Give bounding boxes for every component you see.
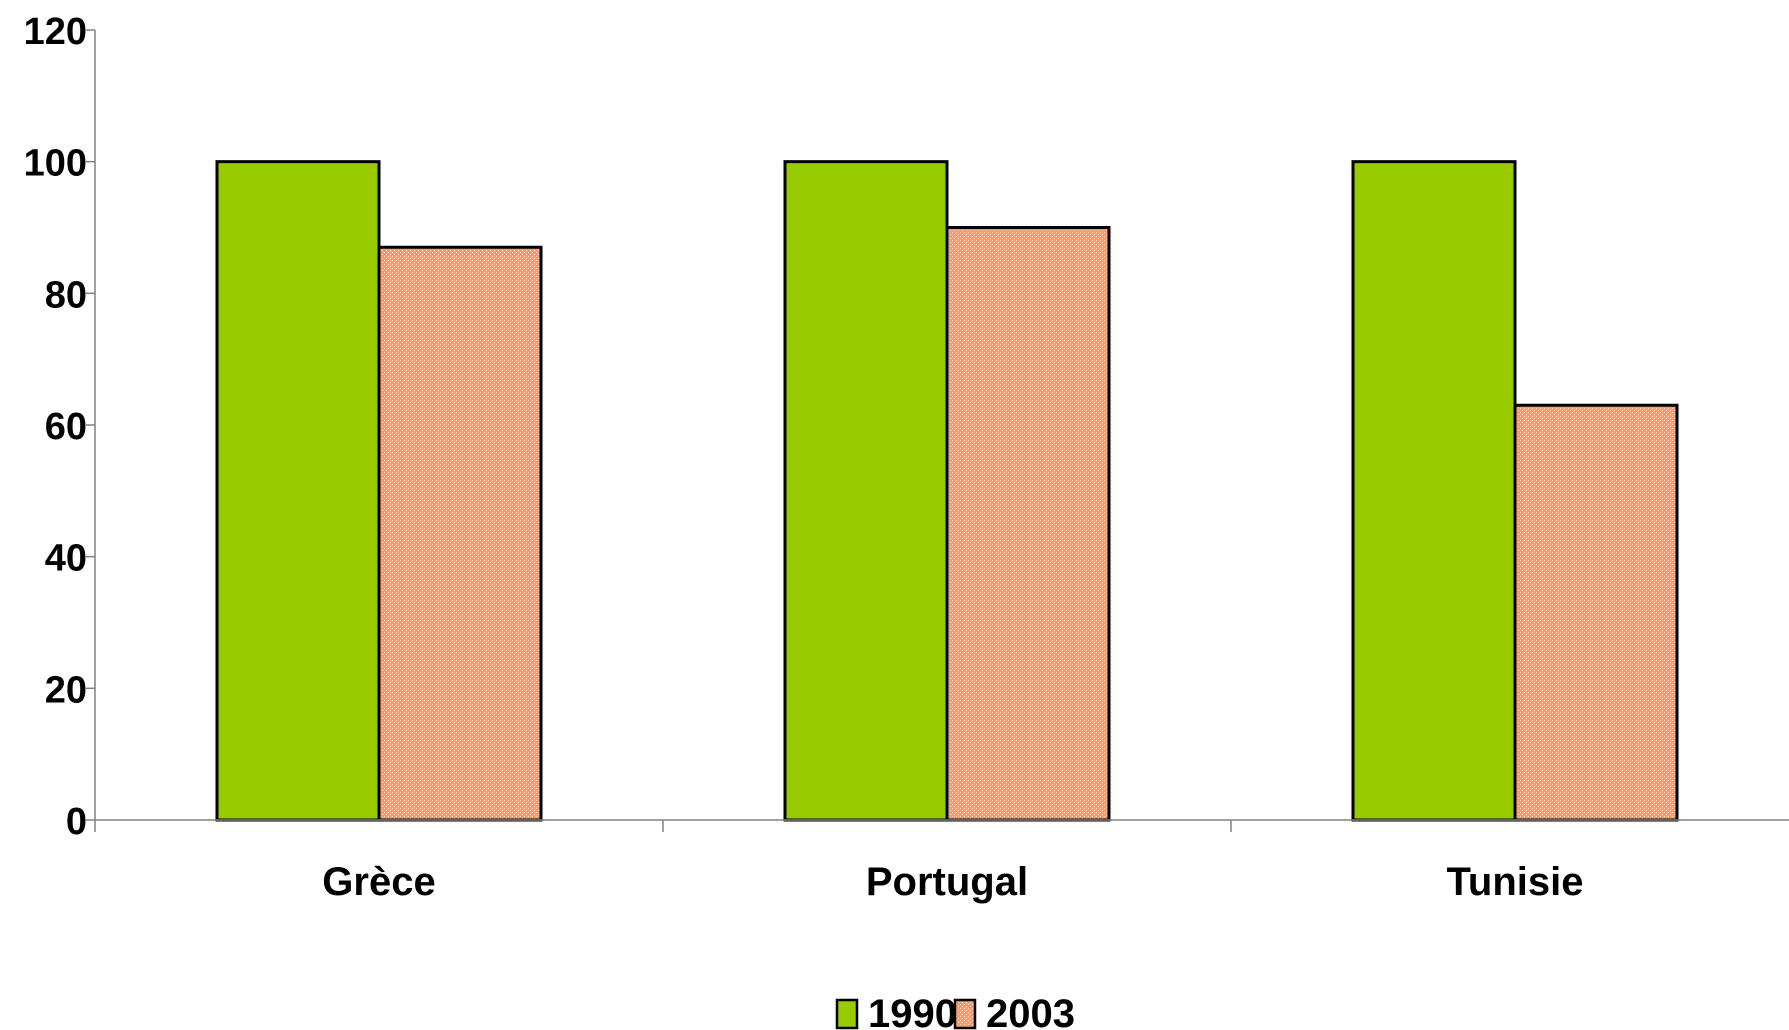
legend: 1990 2003 bbox=[835, 992, 1075, 1030]
legend-swatch-1990 bbox=[835, 998, 859, 1030]
legend-swatch-2003 bbox=[953, 998, 977, 1030]
y-tick-label: 20 bbox=[45, 669, 87, 711]
bar-1990-portugal bbox=[783, 160, 949, 822]
legend-label-1990: 1990 bbox=[868, 992, 957, 1030]
bar-2003-portugal bbox=[945, 226, 1111, 822]
y-tick-label: 60 bbox=[45, 406, 87, 448]
legend-label-2003: 2003 bbox=[986, 992, 1075, 1030]
x-category-label: Tunisie bbox=[1446, 860, 1583, 904]
x-category-label: Portugal bbox=[866, 860, 1028, 904]
y-tick-label: 100 bbox=[24, 143, 87, 185]
y-axis: 0 20 40 60 80 100 120 bbox=[24, 11, 96, 843]
plot-area bbox=[215, 160, 1679, 822]
bar-2003-grèce bbox=[377, 245, 543, 822]
y-tick-label: 40 bbox=[45, 538, 87, 580]
bar-1990-tunisie bbox=[1351, 160, 1517, 822]
bar-1990-grèce bbox=[215, 160, 381, 822]
y-tick-label: 0 bbox=[66, 801, 87, 843]
bar-2003-tunisie bbox=[1513, 403, 1679, 822]
x-category-label: Grèce bbox=[322, 860, 435, 904]
x-axis: Grèce Portugal Tunisie bbox=[94, 819, 1789, 904]
y-tick-label: 80 bbox=[45, 274, 87, 316]
y-tick-label: 120 bbox=[24, 11, 87, 53]
